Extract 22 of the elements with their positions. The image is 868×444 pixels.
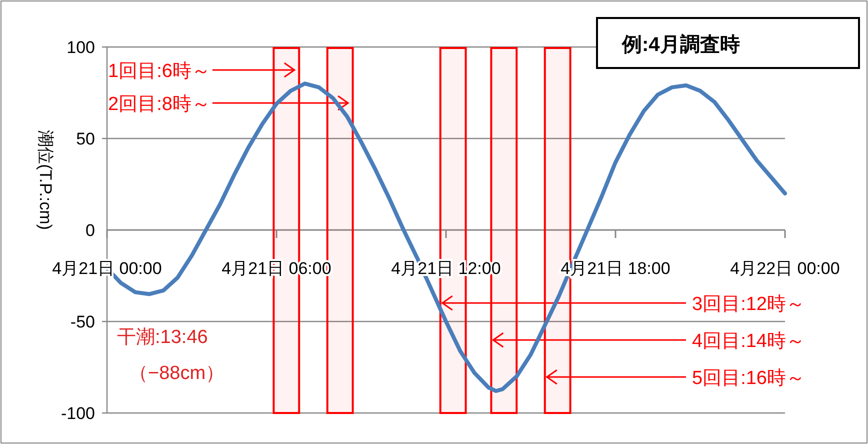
band-label: 4回目:14時～ [492, 331, 805, 352]
xtick: 4月22日 00:00 [730, 259, 840, 278]
band-label: 3回目:12時～ [441, 294, 805, 315]
band-label: 5回目:16時～ [546, 368, 805, 389]
ylabel: 潮位(T.P.:cm) [36, 130, 55, 230]
ytick: 50 [76, 130, 95, 148]
chart-title: 例:4月調査時 [621, 33, 740, 56]
band-label: 4回目:14時～ [692, 331, 805, 352]
ytick: 0 [86, 221, 95, 240]
band-label: 3回目:12時～ [692, 294, 805, 315]
xtick: 4月21日 00:00 [52, 259, 162, 278]
band-label: 2回目:8時～ [108, 94, 350, 115]
band-label: 5回目:16時～ [692, 368, 805, 389]
band-label: 2回目:8時～ [108, 94, 210, 115]
band-label: 1回目:6時～ [108, 61, 210, 82]
title: 例:4月調査時 [596, 17, 860, 69]
annotation: （−88cm） [129, 363, 225, 384]
ytick: 100 [66, 38, 95, 57]
annotation: 干潮:13:46 [117, 327, 208, 348]
ytick: -50 [70, 312, 95, 332]
ytick: -100 [60, 404, 95, 423]
band-label: 1回目:6時～ [108, 61, 296, 82]
